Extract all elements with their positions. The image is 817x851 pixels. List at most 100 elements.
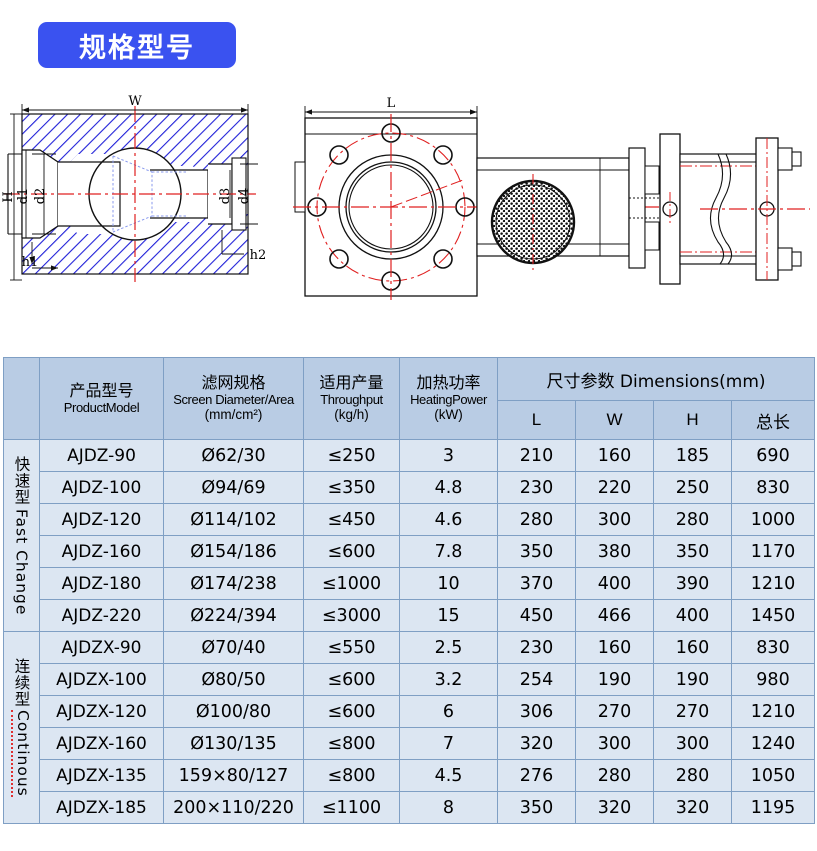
group-label-cn: 连续型 xyxy=(12,657,31,708)
cell-throughput: ≤1000 xyxy=(303,567,400,600)
cell-dim-l: 280 xyxy=(497,503,576,536)
header-throughput-en: Throughput xyxy=(320,392,383,408)
header-dim-h: H xyxy=(653,400,732,440)
cell-dim-h: 250 xyxy=(653,471,732,504)
cell-throughput: ≤3000 xyxy=(303,599,400,632)
cell-dim-l: 320 xyxy=(497,727,576,760)
header-dim-w: W xyxy=(575,400,654,440)
table-row: AJDZ-220 Ø224/394 ≤3000 15 450 466 400 1450 xyxy=(4,599,816,632)
cell-dim-w: 270 xyxy=(575,695,654,728)
table-header-row-1: 产品型号 ProductModel 滤网规格 Screen Diameter/A… xyxy=(3,357,816,440)
cell-heating-power: 4.5 xyxy=(399,759,498,792)
cell-model: AJDZ-220 xyxy=(39,599,164,632)
table-row: AJDZX-120 Ø100/80 ≤600 6 306 270 270 1210 xyxy=(4,695,816,728)
table-row: AJDZ-160 Ø154/186 ≤600 7.8 350 380 350 1170 xyxy=(4,535,816,568)
cell-screen-spec: Ø94/69 xyxy=(163,471,304,504)
cell-screen-spec: Ø224/394 xyxy=(163,599,304,632)
header-screen-cn: 滤网规格 xyxy=(201,372,266,392)
cell-heating-power: 10 xyxy=(399,567,498,600)
cell-screen-spec: Ø130/135 xyxy=(163,727,304,760)
header-product-model-en: ProductModel xyxy=(63,400,140,416)
group-label-en: Fast Change xyxy=(12,508,31,615)
header-dimensions-group: 尺寸参数 Dimensions(mm) xyxy=(496,357,816,401)
cell-model: AJDZ-180 xyxy=(39,567,164,600)
header-throughput-unit: (kg/h) xyxy=(334,407,369,423)
cell-model: AJDZ-90 xyxy=(39,439,164,472)
cell-dim-l: 350 xyxy=(497,535,576,568)
dimension-label-L: L xyxy=(387,96,396,111)
cell-dim-l: 230 xyxy=(497,631,576,664)
technical-drawing: W H d1 d2 d3 d4 h1 h2 xyxy=(0,92,817,340)
table-row: AJDZ-120 Ø114/102 ≤450 4.6 280 300 280 1000 xyxy=(4,503,816,536)
cell-dim-total: 980 xyxy=(730,663,816,696)
cell-throughput: ≤550 xyxy=(303,631,400,664)
header-throughput: 适用产量 Throughput (kg/h) xyxy=(303,357,400,440)
group-label-cell: 连续型 Continous xyxy=(3,631,40,824)
cell-dim-l: 450 xyxy=(497,599,576,632)
cell-heating-power: 3 xyxy=(399,439,498,472)
cell-dim-total: 1000 xyxy=(730,503,816,536)
cell-dim-h: 160 xyxy=(653,631,732,664)
table-row: AJDZ-180 Ø174/238 ≤1000 10 370 400 390 1210 xyxy=(4,567,816,600)
cell-dim-total: 830 xyxy=(730,471,816,504)
cell-dim-h: 280 xyxy=(653,503,732,536)
header-screen-spec: 滤网规格 Screen Diameter/Area (mm/cm²) xyxy=(163,357,304,440)
table-body: 快速型 Fast Change AJDZ-90 Ø62/30 ≤250 3 210 160 18… xyxy=(3,439,816,824)
table-row: 快速型 Fast Change AJDZ-90 Ø62/30 ≤250 3 210 160 18… xyxy=(3,439,816,632)
cell-dim-h: 185 xyxy=(653,439,732,472)
cell-heating-power: 7 xyxy=(399,727,498,760)
cell-screen-spec: Ø80/50 xyxy=(163,663,304,696)
section-title-text: 规格型号 xyxy=(79,32,195,64)
cell-dim-w: 280 xyxy=(575,759,654,792)
table-row: AJDZX-185 200×110/220 ≤1100 8 350 320 320 1195 xyxy=(4,791,816,824)
cell-heating-power: 2.5 xyxy=(399,631,498,664)
cell-screen-spec: Ø154/186 xyxy=(163,535,304,568)
cell-dim-w: 160 xyxy=(575,631,654,664)
specification-table-wrapper: 产品型号 ProductModel 滤网规格 Screen Diameter/A… xyxy=(3,357,816,824)
cell-dim-w: 300 xyxy=(575,503,654,536)
cell-throughput: ≤800 xyxy=(303,727,400,760)
dimension-label-h1: h1 xyxy=(22,255,39,270)
dimension-label-d2: d2 xyxy=(33,188,48,205)
cell-dim-l: 306 xyxy=(497,695,576,728)
cell-model: AJDZX-120 xyxy=(39,695,164,728)
cell-dim-l: 350 xyxy=(497,791,576,824)
cell-dim-l: 230 xyxy=(497,471,576,504)
cell-dim-total: 1210 xyxy=(730,695,816,728)
cell-dim-w: 160 xyxy=(575,439,654,472)
header-product-model: 产品型号 ProductModel xyxy=(39,357,164,440)
barrel-screen-view xyxy=(476,157,630,270)
hydraulic-cylinder-view xyxy=(628,133,810,285)
cell-screen-spec: Ø100/80 xyxy=(163,695,304,728)
cell-model: AJDZX-160 xyxy=(39,727,164,760)
cell-heating-power: 8 xyxy=(399,791,498,824)
cell-dim-w: 300 xyxy=(575,727,654,760)
cell-throughput: ≤600 xyxy=(303,663,400,696)
page-header: 规格型号 xyxy=(0,0,817,92)
cell-dim-h: 270 xyxy=(653,695,732,728)
dimension-label-d4: d4 xyxy=(237,188,252,205)
cell-model: AJDZ-120 xyxy=(39,503,164,536)
table-row: AJDZX-100 Ø80/50 ≤600 3.2 254 190 190 980 xyxy=(4,663,816,696)
dimension-label-H: H xyxy=(1,191,16,202)
section-title-badge: 规格型号 xyxy=(38,22,236,68)
cell-screen-spec: 159×80/127 xyxy=(163,759,304,792)
cell-throughput: ≤450 xyxy=(303,503,400,536)
group-label-en: Continous xyxy=(11,710,32,798)
cell-dim-l: 370 xyxy=(497,567,576,600)
cell-dim-w: 320 xyxy=(575,791,654,824)
table-row: AJDZX-135 159×80/127 ≤800 4.5 276 280 280 1050 xyxy=(4,759,816,792)
cell-model: AJDZX-135 xyxy=(39,759,164,792)
cell-heating-power: 4.6 xyxy=(399,503,498,536)
cell-throughput: ≤1100 xyxy=(303,791,400,824)
cell-dim-l: 210 xyxy=(497,439,576,472)
cell-screen-spec: Ø62/30 xyxy=(163,439,304,472)
cell-dim-h: 400 xyxy=(653,599,732,632)
cell-dim-h: 350 xyxy=(653,535,732,568)
cell-model: AJDZ-160 xyxy=(39,535,164,568)
cell-throughput: ≤600 xyxy=(303,695,400,728)
header-heating-power: 加热功率 HeatingPower (kW) xyxy=(399,357,498,440)
cell-dim-total: 830 xyxy=(730,631,816,664)
dimension-label-h2: h2 xyxy=(250,248,267,263)
header-heating-cn: 加热功率 xyxy=(416,372,481,392)
